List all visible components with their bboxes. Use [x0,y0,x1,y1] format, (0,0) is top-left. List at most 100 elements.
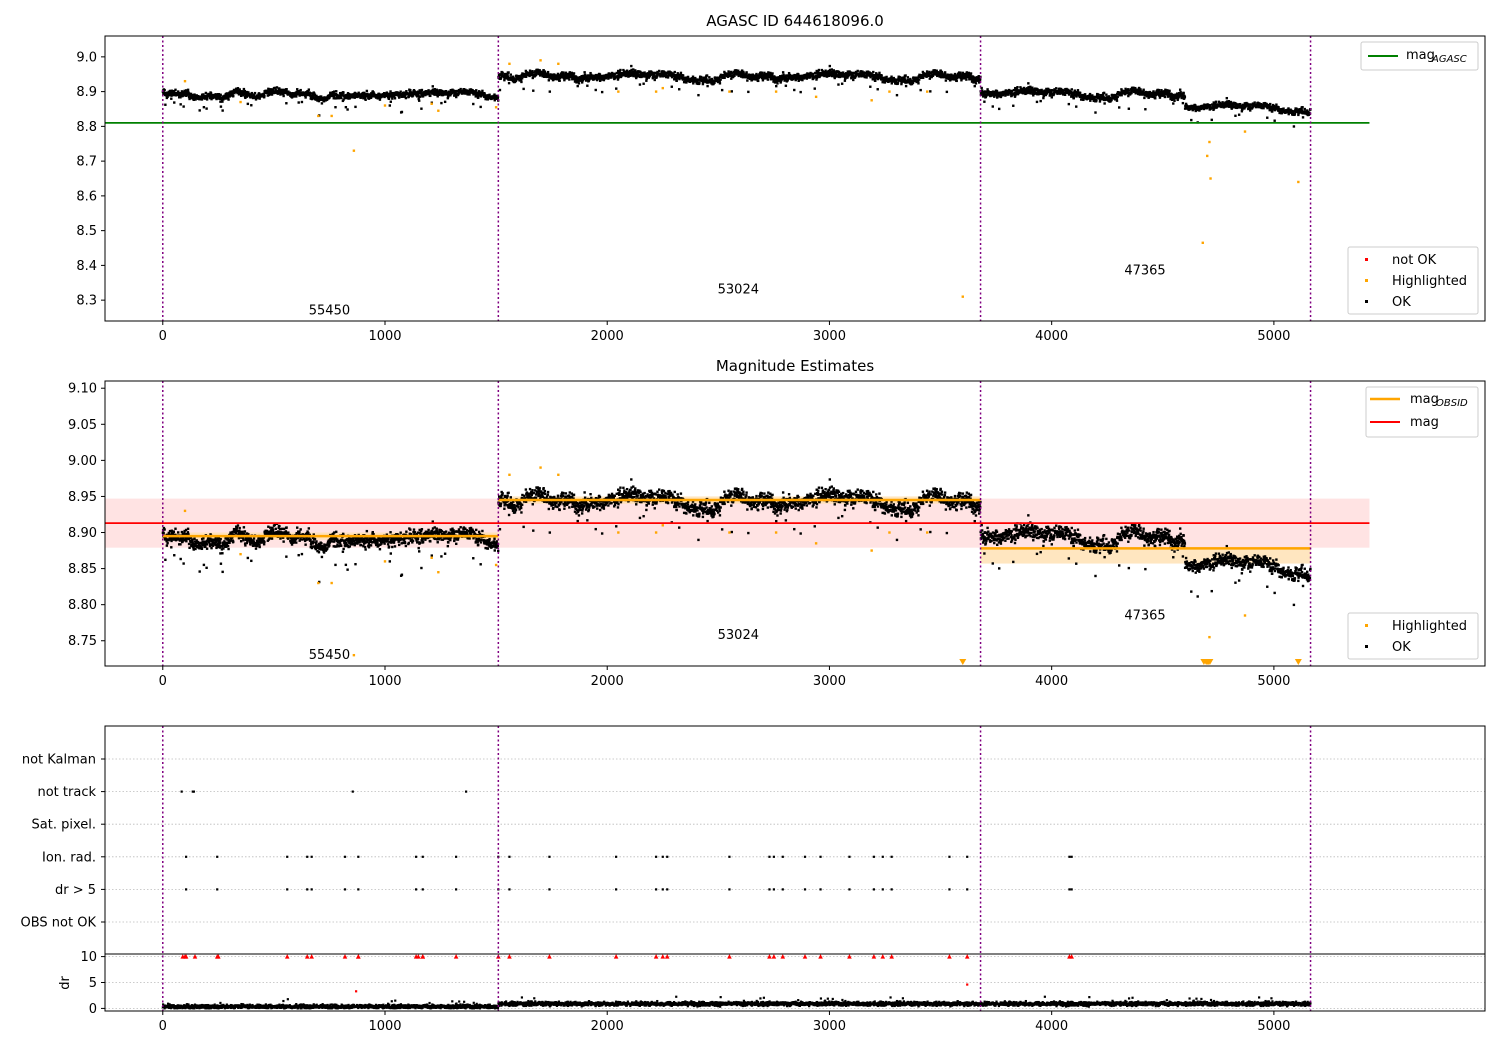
ok-point [569,75,573,79]
ok-point [782,73,785,77]
ok-point [1095,98,1098,102]
ok-point [1275,103,1278,106]
highlighted-point [888,90,891,93]
ok-point [650,71,654,74]
ok-point [954,77,958,80]
ok-point [640,75,643,79]
ok-point [546,72,550,75]
ok-point [403,95,407,98]
ok-point [730,90,733,93]
ok-point [582,74,585,77]
ok-point [889,79,892,83]
ok-point [727,72,730,75]
ok-point [417,90,420,93]
ok-point [184,91,188,94]
highlighted-point [1209,177,1212,180]
ok-point [1083,93,1087,96]
ok-point [670,85,673,88]
ok-point [642,73,646,76]
ok-point [873,78,876,81]
highlighted-point [814,95,818,99]
ok-point [691,75,695,78]
ok-point [1237,113,1241,116]
ok-point [328,96,331,100]
ok-point [469,91,473,94]
ok-point [692,82,695,85]
ok-point [276,92,280,95]
ok-point [938,75,941,78]
ok-point [837,70,841,74]
ok-point [221,570,224,574]
ok-point [730,77,733,80]
ok-point [538,69,541,72]
ok-point [1249,109,1252,112]
ok-point [523,72,526,76]
ok-point [459,87,462,91]
ok-point [917,80,920,83]
ok-point [218,541,222,544]
ok-point [919,88,922,92]
x-tick-label: 2000 [591,329,624,344]
ok-point [249,96,252,99]
ok-point [189,92,193,96]
ok-point [269,88,272,91]
ok-point [781,77,784,81]
ok-point [179,543,182,546]
ok-point [1117,106,1121,109]
ok-point [940,72,944,75]
ok-point [899,79,903,82]
highlighted-point [494,106,498,109]
ok-point [512,75,515,78]
ok-point [893,78,897,81]
ok-point [1103,102,1106,105]
ok-point [571,78,574,81]
ok-point [642,82,645,85]
ok-point [282,88,286,92]
ok-point [320,95,323,99]
ok-point [177,531,180,534]
ok-point [586,84,589,87]
ok-point [580,81,584,84]
ok-point [193,537,196,540]
ok-point [967,73,971,76]
ok-point [616,78,620,81]
ok-point [326,98,329,101]
ok-point [522,87,525,91]
ok-point [948,77,952,80]
ok-point [824,69,827,72]
ok-point [776,82,779,85]
ok-point [645,77,649,80]
ok-point [357,91,360,94]
ok-point [188,97,191,101]
ok-point [815,78,818,81]
ok-point [872,70,875,74]
ok-point [258,97,261,100]
ok-point [977,77,980,80]
ok-point [568,71,572,74]
ok-point [831,73,835,76]
highlighted-point [728,90,731,93]
ok-point [388,104,392,107]
ok-point [729,70,733,74]
ok-point [369,96,373,99]
ok-point [983,90,987,93]
ok-point [909,77,912,81]
ok-point [499,76,503,79]
ok-point [666,71,669,75]
highlighted-point [1208,140,1211,144]
ok-point [960,79,963,82]
highlighted-point [539,59,542,62]
ok-point [517,76,520,80]
legend-mag-agasc: mag AGASC [1360,41,1479,71]
ok-point [907,78,911,82]
ok-point [200,547,204,551]
ok-point [864,71,868,75]
ok-point [687,78,691,81]
panel-magnitude-bands [105,496,1370,564]
ok-point [577,82,581,85]
ok-point [828,64,832,68]
ok-point [552,78,555,82]
ok-point [737,69,740,72]
